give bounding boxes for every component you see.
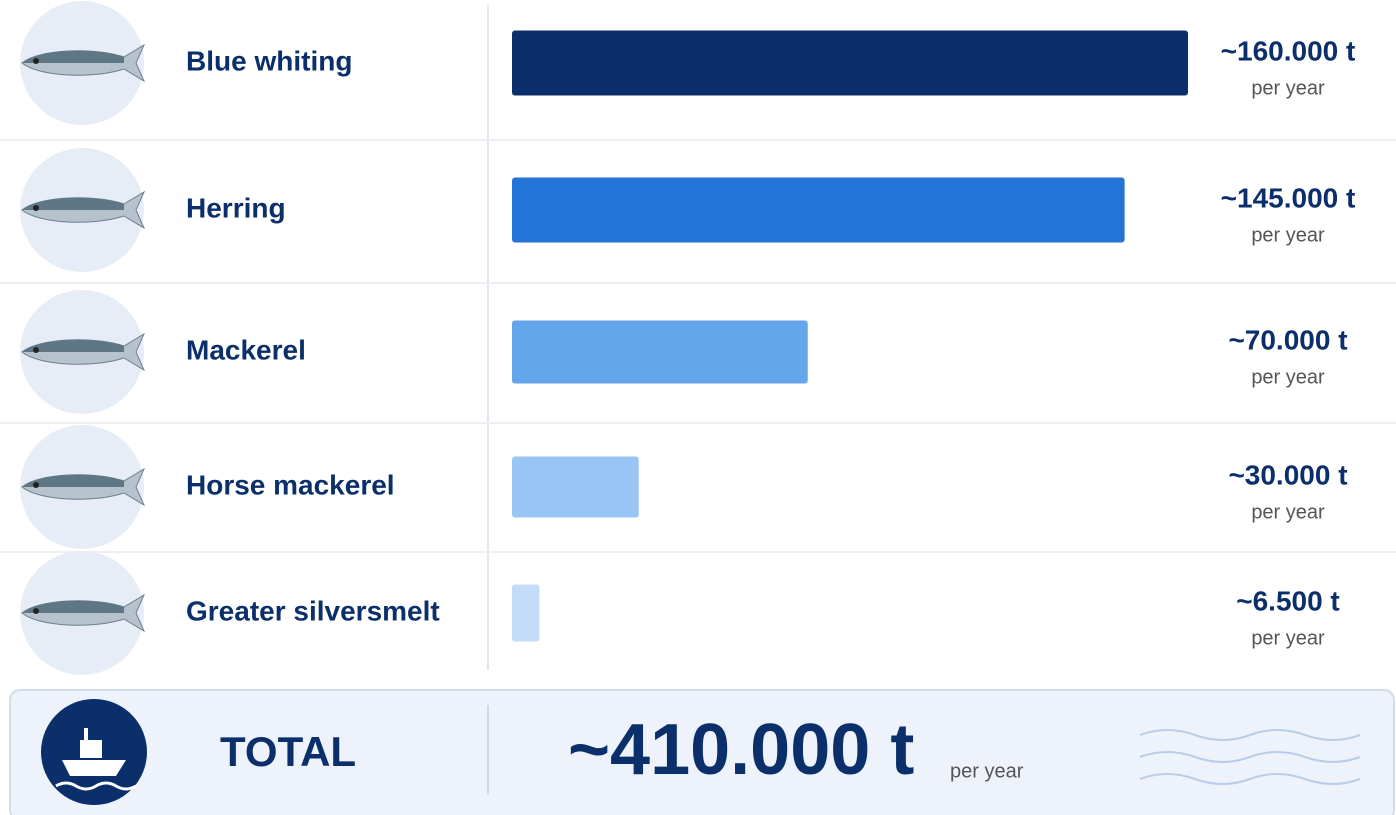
category-label: Horse mackerel (186, 469, 395, 500)
bar (512, 30, 1188, 96)
total-note: per year (950, 760, 1024, 782)
value-note: per year (1251, 224, 1325, 246)
boat (55, 728, 137, 791)
value-note: per year (1251, 627, 1325, 649)
value-label: ~30.000 t (1228, 459, 1347, 490)
value-label: ~70.000 t (1228, 324, 1347, 355)
total-value: ~410.000 t (568, 710, 914, 790)
waves (1139, 729, 1361, 785)
category-label: Mackerel (186, 334, 306, 365)
value-note: per year (1251, 501, 1325, 523)
category-label: Blue whiting (186, 45, 352, 76)
category-label: Herring (186, 192, 286, 223)
value-note: per year (1251, 77, 1325, 99)
category-label: Greater silversmelt (186, 595, 440, 626)
bar (512, 320, 808, 384)
total-panel (9, 689, 1395, 815)
value-label: ~6.500 t (1236, 585, 1340, 616)
value-note: per year (1251, 366, 1325, 388)
total-label: TOTAL (220, 728, 356, 775)
bar (512, 456, 639, 518)
bar (512, 177, 1125, 243)
value-label: ~160.000 t (1221, 35, 1356, 66)
bar (512, 584, 540, 642)
value-label: ~145.000 t (1221, 182, 1356, 213)
